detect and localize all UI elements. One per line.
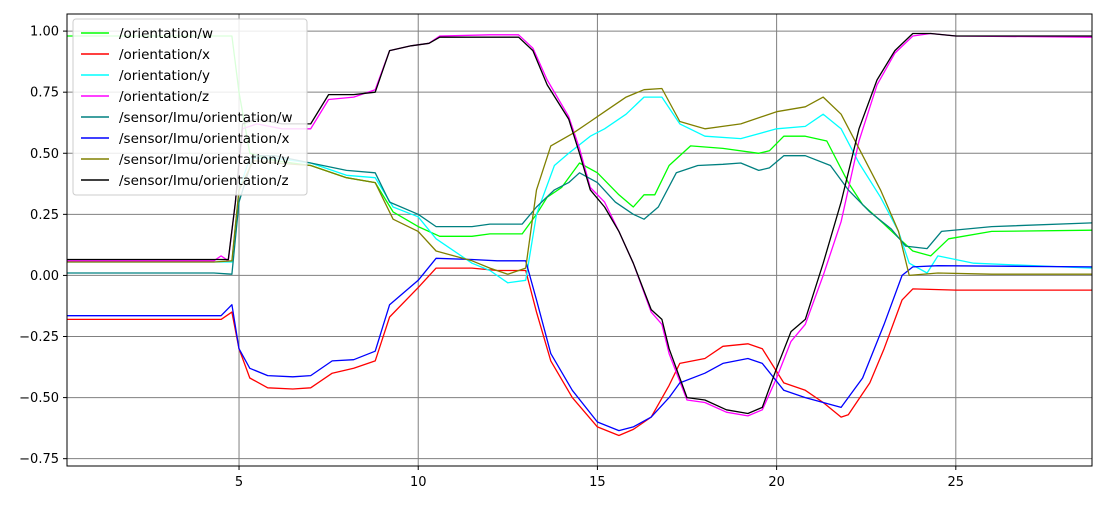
x-axis-ticks: 5 10 15 20 25 [235,466,964,490]
series-line-1 [67,267,1092,437]
y-tick-label: −0.75 [19,452,59,467]
y-tick-label: 1.00 [30,25,59,40]
y-tick-label: 0.25 [30,208,59,223]
x-tick-label: 5 [235,475,243,490]
series-line-7 [67,32,1092,415]
plot-area-frame [66,13,1093,467]
legend-entry-label: /orientation/w [119,26,213,42]
x-tick-label: 10 [410,475,427,490]
legend-entry-label: /sensor/Imu/orientation/w [119,110,293,126]
x-tick-label: 20 [768,475,785,490]
y-tick-label: 0.75 [30,86,59,101]
y-tick-label: −0.25 [19,330,59,345]
legend: /orientation/w/orientation/x/orientation… [72,18,308,196]
legend-entry-label: /orientation/y [119,68,210,84]
legend-entry-label: /sensor/Imu/orientation/z [119,173,289,189]
series-line-2 [67,96,1093,284]
legend-entry-label: /sensor/Imu/orientation/x [119,131,289,147]
x-tick-label: 25 [948,475,965,490]
legend-entry-label: /orientation/z [119,89,209,105]
series-line-4 [67,155,1093,275]
legend-box [72,18,308,196]
series-line-5 [67,257,1093,432]
y-tick-label: 0.00 [30,269,59,284]
y-tick-label: 0.50 [30,147,59,162]
y-tick-label: −0.50 [19,391,59,406]
x-tick-label: 15 [589,475,606,490]
y-axis-ticks: −0.75 −0.50 −0.25 0.00 0.25 0.50 0.75 1.00 [19,25,67,467]
legend-entry-label: /sensor/Imu/orientation/y [119,152,289,168]
legend-entry-label: /orientation/x [119,47,210,63]
series-lines [67,32,1093,437]
